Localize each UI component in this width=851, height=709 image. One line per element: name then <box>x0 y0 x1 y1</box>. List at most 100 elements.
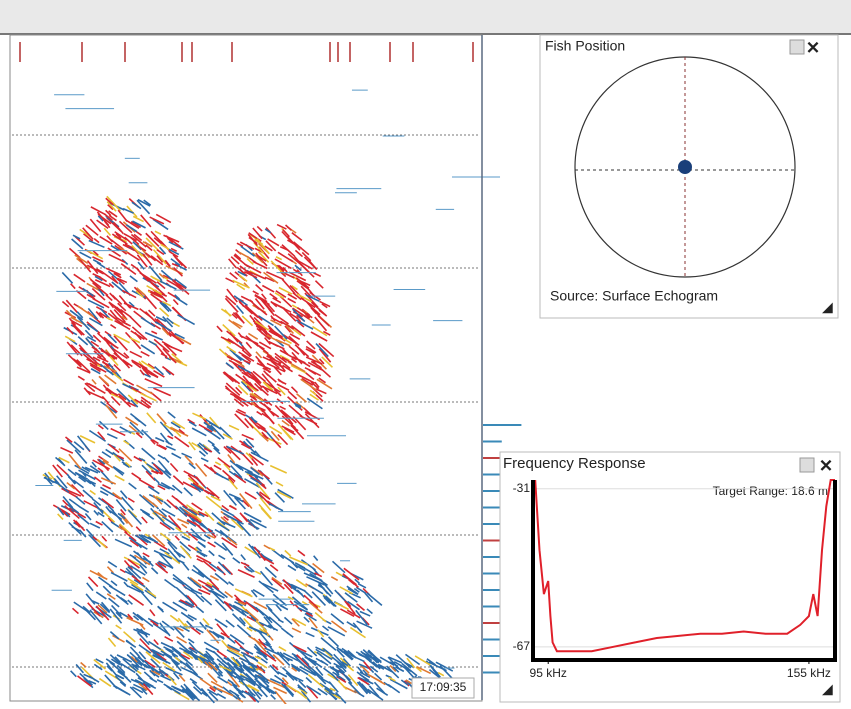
resize-grip[interactable]: ◢ <box>822 681 833 697</box>
echo-trace <box>256 491 264 500</box>
echo-trace <box>211 443 220 452</box>
echo-trace <box>146 412 157 424</box>
echo-trace <box>149 291 163 299</box>
echo-trace <box>145 232 160 247</box>
echo-trace <box>150 293 163 303</box>
close-button[interactable]: ✕ <box>806 38 820 57</box>
echo-trace <box>156 281 166 290</box>
echo-trace <box>308 259 318 270</box>
echo-trace <box>258 638 268 649</box>
echo-trace <box>263 380 281 393</box>
echo-trace <box>343 567 360 581</box>
echo-trace <box>273 366 282 376</box>
echo-trace <box>149 216 165 225</box>
echo-trace <box>207 688 219 697</box>
menu-button[interactable] <box>789 39 805 55</box>
echo-trace <box>92 256 104 263</box>
echo-trace <box>174 435 190 448</box>
echo-trace <box>225 277 235 284</box>
echo-trace <box>157 460 172 476</box>
echo-trace <box>277 264 285 271</box>
menu-button[interactable] <box>799 457 815 473</box>
echo-trace <box>152 249 167 265</box>
echo-trace <box>261 431 269 440</box>
echo-trace <box>415 666 422 673</box>
echo-trace <box>93 237 100 244</box>
echo-trace <box>128 482 137 490</box>
echo-trace <box>287 361 306 373</box>
echo-trace <box>356 681 369 695</box>
echo-trace <box>190 652 205 661</box>
echo-trace <box>121 496 134 511</box>
echo-trace <box>157 454 165 460</box>
echo-trace <box>260 555 275 565</box>
echo-trace <box>91 600 100 605</box>
echo-trace <box>172 671 180 680</box>
echo-trace <box>172 625 185 638</box>
echo-trace <box>172 299 179 306</box>
echo-trace <box>117 393 127 401</box>
echo-trace <box>82 287 94 297</box>
echo-trace <box>277 386 286 396</box>
echo-trace <box>169 462 179 473</box>
echo-trace <box>142 253 153 266</box>
echo-trace <box>269 358 284 369</box>
echo-trace <box>256 651 263 656</box>
echo-trace <box>168 250 179 258</box>
echo-trace <box>309 389 317 396</box>
echo-trace <box>66 326 74 335</box>
echo-trace <box>103 227 112 237</box>
echo-trace <box>330 673 340 683</box>
echo-trace <box>247 233 258 247</box>
echo-trace <box>93 510 99 516</box>
echo-trace <box>334 601 349 611</box>
echo-trace <box>243 359 251 364</box>
echo-trace <box>314 280 324 289</box>
echo-trace <box>144 377 163 388</box>
echo-trace <box>261 373 275 389</box>
echo-trace <box>281 356 293 364</box>
echo-trace <box>98 275 108 283</box>
echo-trace <box>268 425 283 435</box>
resize-grip[interactable]: ◢ <box>822 299 833 315</box>
echo-trace <box>290 586 303 596</box>
echo-trace <box>165 369 172 376</box>
echo-trace <box>90 206 107 216</box>
echo-trace <box>127 394 139 405</box>
echo-trace <box>137 198 151 207</box>
echo-trace <box>246 385 254 393</box>
echo-trace <box>284 549 292 557</box>
echo-trace <box>209 575 219 581</box>
echo-trace <box>89 609 103 625</box>
echo-trace <box>166 499 179 510</box>
echo-trace <box>79 529 87 538</box>
echo-trace <box>122 207 134 214</box>
echo-trace <box>77 305 95 319</box>
echo-trace <box>56 506 65 516</box>
echo-trace <box>190 588 203 595</box>
echo-trace <box>100 477 117 485</box>
echo-trace <box>239 265 252 276</box>
echo-trace <box>162 661 176 672</box>
echo-trace <box>167 411 176 419</box>
echo-trace <box>385 674 392 679</box>
echo-trace <box>341 647 356 658</box>
echo-trace <box>315 646 325 653</box>
close-button[interactable]: ✕ <box>819 456 833 475</box>
echo-trace <box>95 311 103 319</box>
echo-trace <box>174 294 180 300</box>
echo-trace <box>324 687 335 695</box>
echo-trace <box>173 549 186 559</box>
echo-trace <box>279 295 293 308</box>
echo-trace <box>233 692 241 701</box>
echo-trace <box>159 553 174 569</box>
echo-trace <box>157 485 166 491</box>
echo-trace <box>107 247 121 257</box>
echo-trace <box>153 639 159 646</box>
echo-trace <box>357 582 367 589</box>
echo-trace <box>161 340 173 349</box>
echo-trace <box>254 450 262 459</box>
echo-trace <box>203 427 221 440</box>
echo-trace <box>106 593 116 600</box>
echo-trace <box>178 506 188 515</box>
